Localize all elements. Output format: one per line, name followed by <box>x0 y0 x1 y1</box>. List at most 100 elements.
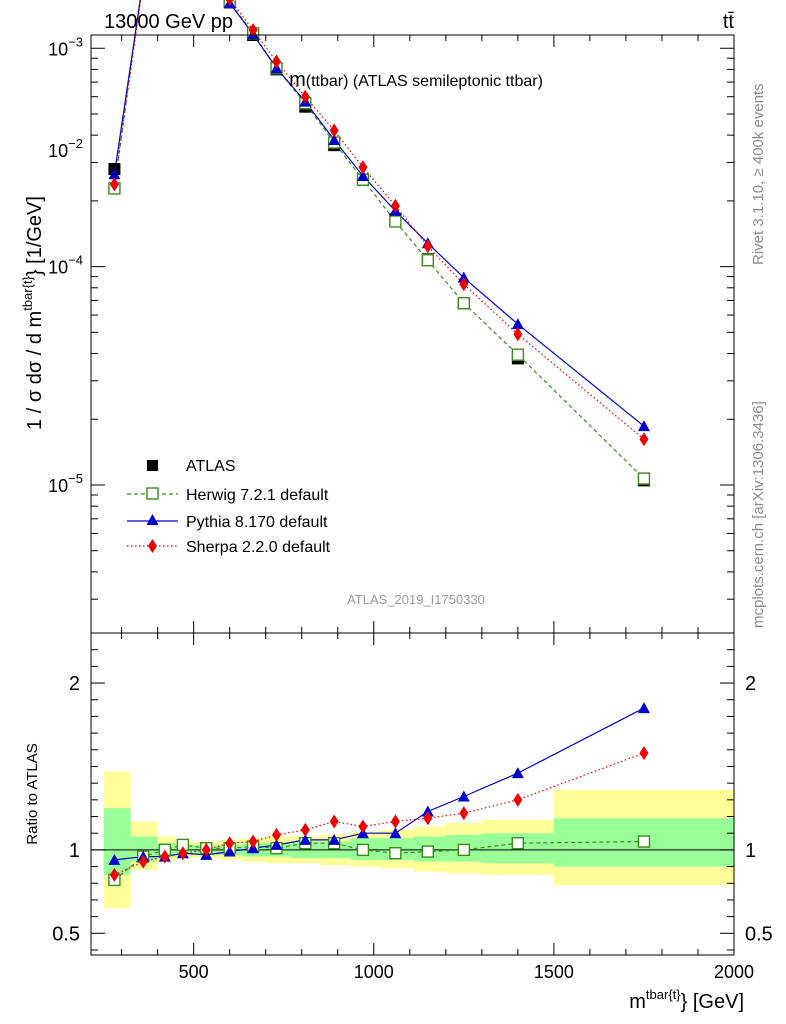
x-ticklabel: 1500 <box>534 962 574 982</box>
ratio-point-sherpa <box>201 842 211 857</box>
legend: ATLAS Herwig 7.2.1 default Pythia 8.170 … <box>127 458 331 556</box>
legend-sherpa-marker <box>148 539 157 553</box>
main-point-herwig <box>421 254 435 267</box>
legend-pythia-marker <box>146 514 159 525</box>
ylabel-sup: tbar{t} <box>20 275 35 310</box>
main-panel: 10−510−410−310−2 m(ttbar) (ATLAS semilep… <box>20 0 735 634</box>
main-point-sherpa <box>300 89 310 104</box>
main-y-ticklabel: 10−2 <box>48 136 83 161</box>
legend-herwig: Herwig 7.2.1 default <box>127 487 329 504</box>
ratio-y-ticklabel-right: 2 <box>745 673 756 695</box>
xlabel-sup: tbar{t} <box>646 987 681 1002</box>
ratio-point-pythia <box>108 853 121 865</box>
ratio-line-pythia <box>114 707 645 861</box>
legend-pythia: Pythia 8.170 default <box>127 514 328 531</box>
main-y-ticklabel-base: 10 <box>48 141 68 161</box>
ratio-point-sherpa <box>639 746 649 761</box>
x-ticklabel: 1000 <box>354 962 394 982</box>
ratio-line-herwig <box>114 840 644 881</box>
main-y-ticklabel-base: 10 <box>48 258 68 278</box>
main-point-sherpa <box>272 54 282 69</box>
title-main: m <box>289 69 306 91</box>
mcplots-label: mcplots.cern.ch [arXiv:1306.3436] <box>750 401 767 628</box>
legend-herwig-label: Herwig 7.2.1 default <box>186 487 329 504</box>
main-line-sherpa <box>113 0 645 440</box>
x-ticklabel: 2000 <box>714 962 754 982</box>
ratio-point-herwig <box>421 845 435 858</box>
ratio-point-pythia <box>270 838 283 850</box>
ratio-point-sherpa <box>513 792 523 807</box>
main-point-sherpa <box>358 160 368 175</box>
ratio-point-sherpa <box>358 819 368 834</box>
main-point-sherpa <box>390 198 400 213</box>
ratio-point-sherpa <box>272 827 282 842</box>
main-y-ticklabel-base: 10 <box>48 476 68 496</box>
ratio-y-ticklabel: 1 <box>69 840 80 862</box>
ratio-point-pythia <box>637 702 650 714</box>
ratio-point-sherpa <box>178 846 188 861</box>
process-label: tt̄ <box>723 11 735 33</box>
legend-atlas-marker <box>147 460 158 471</box>
title-rest: (ttbar) (ATLAS semileptonic ttbar) <box>306 73 543 90</box>
main-point-pythia <box>511 318 524 330</box>
legend-pythia-label: Pythia 8.170 default <box>186 514 328 531</box>
main-point-sherpa <box>248 23 258 38</box>
legend-sherpa-label: Sherpa 2.2.0 default <box>186 539 331 556</box>
main-point-sherpa <box>423 239 433 254</box>
main-title: m(ttbar) (ATLAS semileptonic ttbar) <box>289 69 543 91</box>
main-y-ticklabel: 10−5 <box>48 471 83 496</box>
ratio-point-herwig <box>457 843 471 857</box>
ratio-y-ticklabel: 2 <box>69 673 80 695</box>
main-point-pythia <box>356 170 369 182</box>
legend-atlas-label: ATLAS <box>186 458 236 475</box>
legend-herwig-marker <box>146 487 159 500</box>
ylabel-main: 1 / σ dσ / d m <box>24 311 46 430</box>
main-point-pythia <box>457 271 470 283</box>
main-y-ticklabel-exp: −4 <box>68 253 83 268</box>
ratio-frame <box>90 632 735 956</box>
ratio-point-herwig <box>511 837 525 850</box>
watermark: ATLAS_2019_I1750330 <box>347 592 485 607</box>
main-point-herwig <box>511 348 525 361</box>
ratio-point-herwig <box>389 847 402 860</box>
main-y-ticklabel-base: 10 <box>48 39 68 59</box>
main-point-sherpa <box>639 432 649 447</box>
ylabel-rest: } [1/GeV] <box>24 196 46 276</box>
rivet-label: Rivet 3.1.10, ≥ 400k events <box>750 83 767 265</box>
ratio-point-pythia <box>223 845 236 857</box>
ratio-line-sherpa <box>114 752 645 876</box>
ratio-band-inner <box>103 808 131 875</box>
x-ticklabel: 500 <box>179 962 209 982</box>
ratio-point-sherpa <box>248 834 258 849</box>
main-point-sherpa <box>459 277 469 292</box>
ratio-point-pythia <box>511 767 524 779</box>
main-line-herwig <box>113 0 645 480</box>
ratio-panel: 0.5 0.5 1 1 2 2 Ratio to ATLAS <box>24 632 773 956</box>
ratio-point-pythia <box>421 805 434 817</box>
ratio-point-sherpa <box>160 849 170 864</box>
x-axis-title: mtbar{t}} [GeV] <box>629 987 744 1013</box>
main-point-herwig <box>637 472 651 485</box>
legend-sherpa: Sherpa 2.2.0 default <box>127 539 331 556</box>
ratio-y-ticklabel-right: 1 <box>745 840 756 862</box>
ratio-point-sherpa <box>459 806 469 821</box>
ratio-point-sherpa <box>423 811 433 826</box>
main-point-sherpa <box>513 327 523 342</box>
ratio-point-herwig <box>637 835 651 848</box>
main-point-herwig <box>457 296 471 310</box>
ratio-point-sherpa <box>138 854 148 869</box>
main-point-pythia <box>108 168 121 180</box>
ratio-y-ticklabel: 0.5 <box>52 923 80 945</box>
main-y-ticklabel-exp: −3 <box>68 34 83 49</box>
main-y-ticklabel: 10−3 <box>48 34 83 59</box>
ratio-point-sherpa <box>390 814 400 829</box>
main-point-pythia <box>328 134 341 146</box>
ratio-point-sherpa <box>329 814 339 829</box>
ratio-point-sherpa <box>300 822 310 837</box>
ratio-point-pythia <box>328 833 341 845</box>
ratio-point-pythia <box>457 790 470 802</box>
main-point-pythia <box>637 420 650 432</box>
xlabel-rest: } [GeV] <box>681 991 744 1013</box>
ratio-point-pythia <box>389 827 402 839</box>
energy-label: 13000 GeV pp <box>104 11 233 33</box>
